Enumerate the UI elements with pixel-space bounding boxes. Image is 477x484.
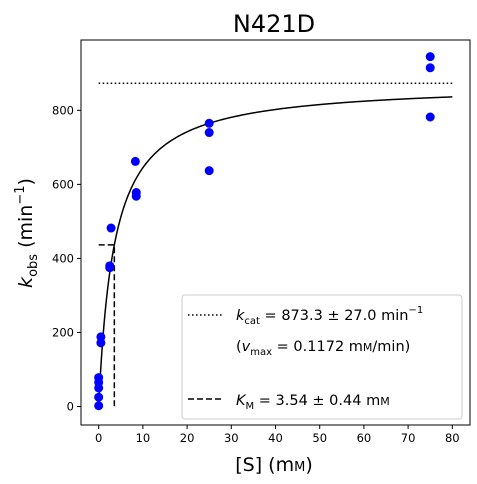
fit-curve [97,96,453,407]
y-tick-label: 0 [67,399,74,413]
x-tick-label: 60 [357,431,372,445]
data-point [425,112,435,122]
y-tick-label: 800 [52,103,74,117]
plot-area [94,52,453,411]
legend-vmax-label: (vmax = 0.1172 mM/min) [236,339,410,358]
x-tick-label: 40 [268,431,283,445]
data-point [94,401,104,411]
x-axis-title: [S] (mM) [235,454,313,476]
data-point [130,156,140,166]
legend: kcat = 873.3 ± 27.0 min−1 (vmax = 0.1172… [181,294,463,420]
data-point [94,373,104,383]
x-tick-label: 80 [445,431,460,445]
data-point [105,263,115,273]
x-tick-label: 10 [136,431,151,445]
data-point [425,52,435,62]
data-point [96,332,106,342]
x-tick-label: 0 [95,431,102,445]
km-line [98,244,116,407]
data-point [204,128,214,138]
x-axis: 0 10 20 30 40 50 60 70 80 [95,425,460,445]
data-point [204,118,214,128]
y-tick-label: 600 [52,177,74,191]
data-point [131,191,141,201]
legend-box [181,294,463,420]
data-point [204,166,214,176]
x-tick-label: 20 [180,431,195,445]
data-point [94,392,104,402]
data-point [425,63,435,73]
data-point [106,223,116,233]
y-axis: 0 200 400 600 800 [52,103,81,413]
legend-km-label: KM = 3.54 ± 0.44 mM [236,393,390,412]
legend-kcat-label: kcat = 873.3 ± 27.0 min−1 [236,305,423,327]
y-axis-title: kobs (min−1) [13,178,41,288]
x-tick-label: 50 [312,431,327,445]
x-tick-label: 70 [401,431,416,445]
y-tick-label: 400 [52,251,74,265]
chart-title: N421D [233,10,315,38]
x-tick-label: 30 [224,431,239,445]
y-tick-label: 200 [52,325,74,339]
